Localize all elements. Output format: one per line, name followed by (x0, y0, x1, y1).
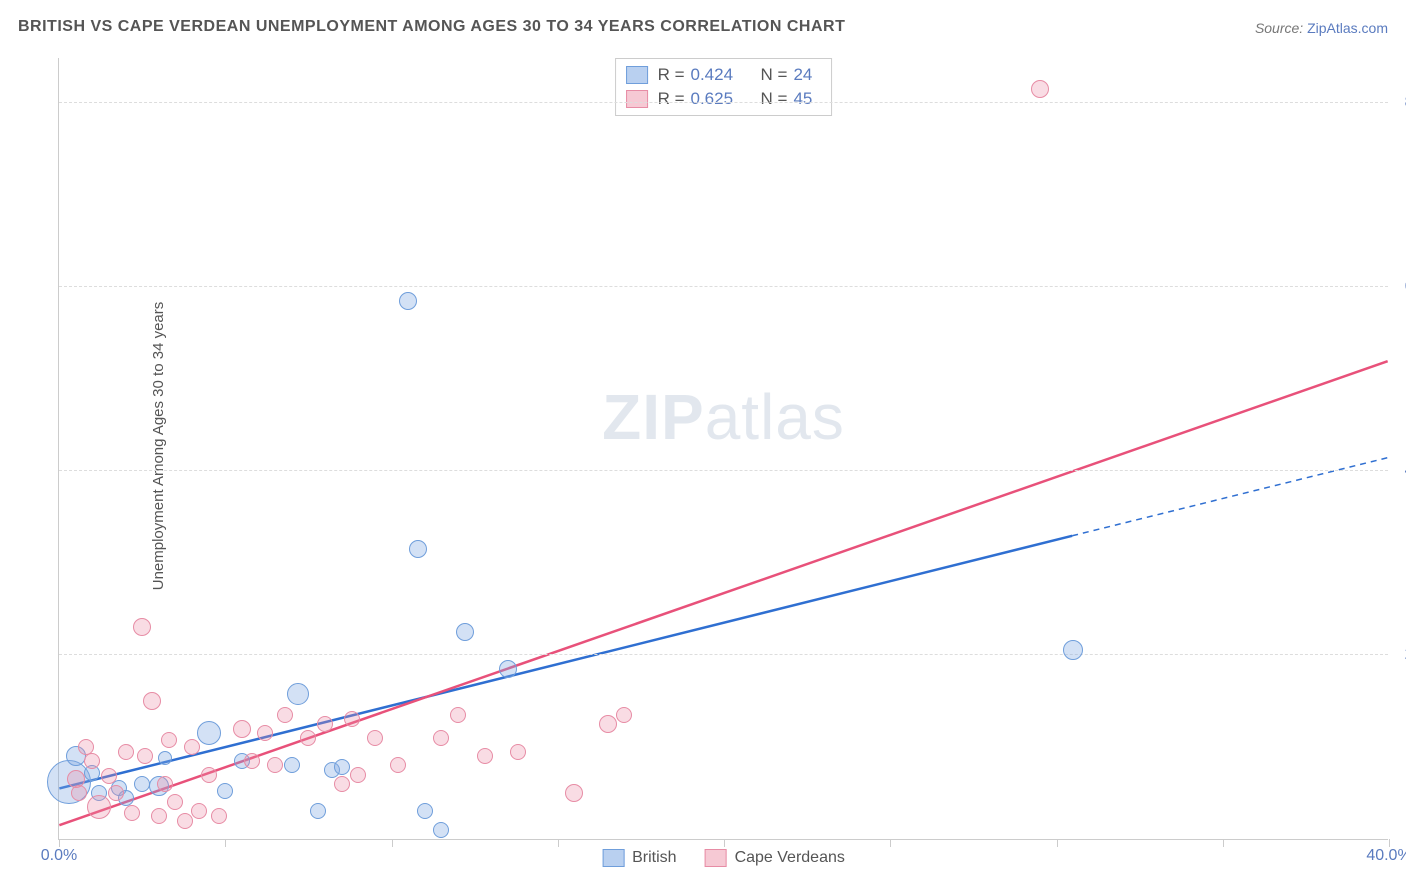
data-point-capeverdeans (367, 730, 383, 746)
tick-mark-x (1057, 839, 1058, 847)
data-point-capeverdeans (510, 744, 526, 760)
source-attribution: Source: ZipAtlas.com (1255, 20, 1388, 36)
series-label-british: British (632, 849, 676, 867)
data-point-capeverdeans (191, 803, 207, 819)
data-point-capeverdeans (433, 730, 449, 746)
legend-item-capeverdeans: Cape Verdeans (705, 849, 845, 867)
n-label: N = (761, 89, 788, 109)
tick-mark-x (724, 839, 725, 847)
data-point-british (433, 822, 449, 838)
data-point-capeverdeans (300, 730, 316, 746)
series-label-capeverdeans: Cape Verdeans (735, 849, 845, 867)
data-point-capeverdeans (267, 757, 283, 773)
r-value-british: 0.424 (691, 65, 743, 85)
tick-mark-x (558, 839, 559, 847)
data-point-british (1063, 640, 1083, 660)
data-point-capeverdeans (616, 707, 632, 723)
data-point-british (197, 721, 221, 745)
data-point-capeverdeans (334, 776, 350, 792)
legend-item-british: British (602, 849, 676, 867)
data-point-british (417, 803, 433, 819)
data-point-capeverdeans (137, 748, 153, 764)
data-point-british (456, 623, 474, 641)
r-label: R = (658, 89, 685, 109)
swatch-british (626, 66, 648, 84)
x-tick-label: 0.0% (41, 847, 77, 865)
data-point-capeverdeans (599, 715, 617, 733)
source-link[interactable]: ZipAtlas.com (1307, 20, 1388, 36)
chart-title: BRITISH VS CAPE VERDEAN UNEMPLOYMENT AMO… (18, 18, 845, 36)
data-point-capeverdeans (87, 795, 111, 819)
data-point-capeverdeans (1031, 80, 1049, 98)
tick-mark-x (392, 839, 393, 847)
data-point-capeverdeans (108, 785, 124, 801)
legend-row-capeverdeans: R = 0.625 N = 45 (626, 87, 822, 111)
gridline-h (59, 102, 1388, 103)
data-point-british (334, 759, 350, 775)
data-point-capeverdeans (151, 808, 167, 824)
data-point-capeverdeans (84, 753, 100, 769)
tick-mark-x (225, 839, 226, 847)
data-point-capeverdeans (71, 785, 87, 801)
data-point-british (134, 776, 150, 792)
data-point-british (217, 783, 233, 799)
data-point-british (284, 757, 300, 773)
data-point-capeverdeans (118, 744, 134, 760)
data-point-capeverdeans (277, 707, 293, 723)
data-point-capeverdeans (257, 725, 273, 741)
watermark: ZIPatlas (602, 380, 845, 454)
n-label: N = (761, 65, 788, 85)
data-point-capeverdeans (565, 784, 583, 802)
r-label: R = (658, 65, 685, 85)
data-point-capeverdeans (317, 716, 333, 732)
data-point-capeverdeans (390, 757, 406, 773)
chart-container: BRITISH VS CAPE VERDEAN UNEMPLOYMENT AMO… (0, 0, 1406, 892)
data-point-british (409, 540, 427, 558)
correlation-legend: R = 0.424 N = 24 R = 0.625 N = 45 (615, 58, 833, 116)
data-point-capeverdeans (133, 618, 151, 636)
source-prefix: Source: (1255, 20, 1307, 36)
tick-mark-x (59, 839, 60, 847)
series-legend: British Cape Verdeans (602, 849, 845, 867)
data-point-capeverdeans (161, 732, 177, 748)
data-point-capeverdeans (344, 711, 360, 727)
data-point-capeverdeans (201, 767, 217, 783)
data-point-capeverdeans (211, 808, 227, 824)
r-value-capeverdeans: 0.625 (691, 89, 743, 109)
tick-mark-x (1389, 839, 1390, 847)
gridline-h (59, 286, 1388, 287)
data-point-capeverdeans (157, 776, 173, 792)
plot-area: ZIPatlas R = 0.424 N = 24 R = 0.625 N = … (58, 58, 1388, 840)
data-point-british (287, 683, 309, 705)
data-point-capeverdeans (450, 707, 466, 723)
data-point-capeverdeans (350, 767, 366, 783)
n-value-capeverdeans: 45 (793, 89, 821, 109)
data-point-capeverdeans (244, 753, 260, 769)
data-point-capeverdeans (233, 720, 251, 738)
gridline-h (59, 470, 1388, 471)
data-point-capeverdeans (143, 692, 161, 710)
swatch-british (602, 849, 624, 867)
gridline-h (59, 654, 1388, 655)
legend-row-british: R = 0.424 N = 24 (626, 63, 822, 87)
data-point-capeverdeans (167, 794, 183, 810)
data-point-british (399, 292, 417, 310)
tick-mark-x (1223, 839, 1224, 847)
data-point-british (310, 803, 326, 819)
data-point-capeverdeans (124, 805, 140, 821)
swatch-capeverdeans (705, 849, 727, 867)
data-point-british (499, 660, 517, 678)
data-point-capeverdeans (184, 739, 200, 755)
n-value-british: 24 (793, 65, 821, 85)
trend-lines-svg (59, 58, 1388, 839)
data-point-capeverdeans (101, 768, 117, 784)
data-point-british (158, 751, 172, 765)
data-point-capeverdeans (477, 748, 493, 764)
swatch-capeverdeans (626, 90, 648, 108)
x-tick-label: 40.0% (1366, 847, 1406, 865)
tick-mark-x (890, 839, 891, 847)
